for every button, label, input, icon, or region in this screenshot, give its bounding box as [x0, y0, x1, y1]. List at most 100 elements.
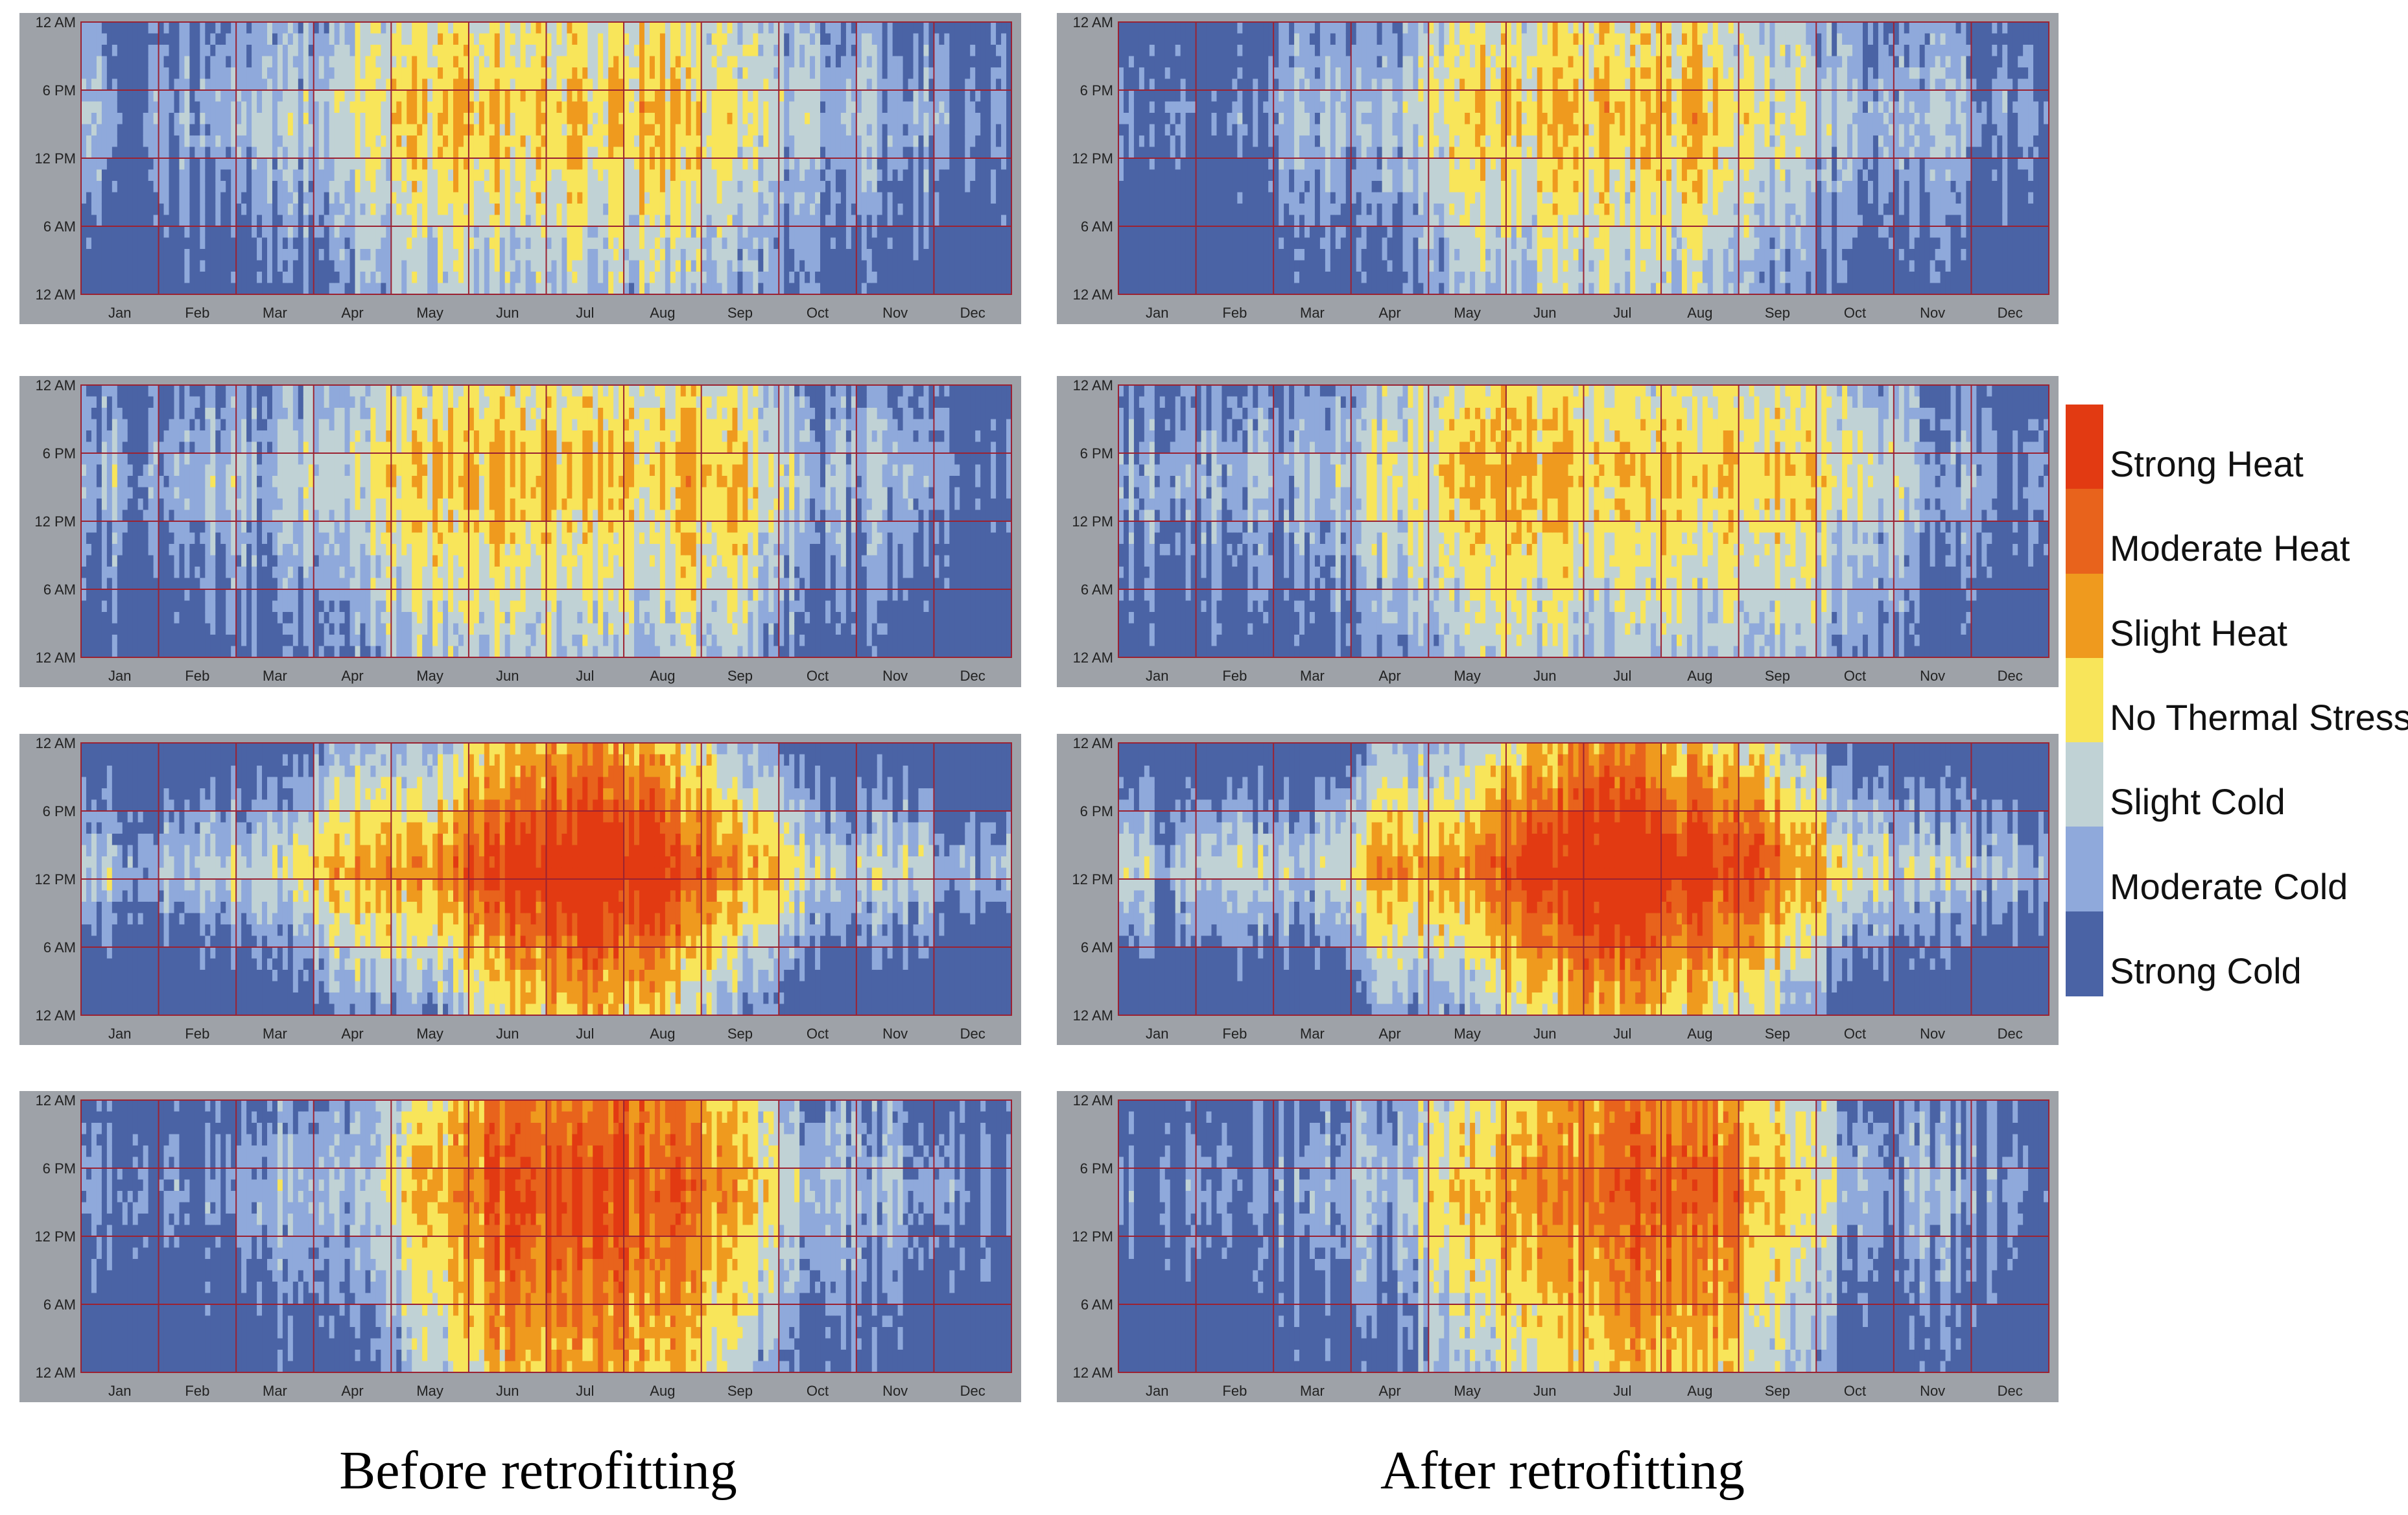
heatmap-cell — [484, 90, 490, 102]
heatmap-cell — [463, 272, 469, 284]
heatmap-cell — [582, 56, 588, 68]
heatmap-cell — [174, 408, 180, 420]
heatmap-cell — [106, 158, 113, 170]
heatmap-cell — [329, 181, 335, 193]
heatmap-cell — [525, 192, 532, 204]
heatmap-cell — [670, 135, 676, 148]
heatmap-cell — [970, 78, 976, 91]
heatmap-cell — [613, 181, 619, 193]
heatmap-cell — [810, 147, 816, 159]
heatmap-cell — [391, 158, 397, 170]
heatmap-cell — [349, 215, 356, 227]
heatmap-cell — [991, 124, 997, 136]
heatmap-cell — [799, 192, 805, 204]
heatmap-cell — [520, 204, 526, 216]
heatmap-cell — [153, 226, 159, 239]
heatmap-cell — [572, 56, 578, 68]
heatmap-cell — [691, 215, 697, 227]
heatmap-cell — [169, 192, 175, 204]
heatmap-cell — [825, 22, 831, 34]
heatmap-cell — [608, 260, 614, 272]
heatmap-cell — [887, 192, 893, 204]
heatmap-cell — [122, 169, 128, 182]
heatmap-cell — [117, 45, 123, 57]
heatmap-cell — [629, 45, 635, 57]
heatmap-cell — [112, 90, 118, 102]
heatmap-cell — [112, 101, 118, 113]
heatmap-cell — [877, 56, 883, 68]
heatmap-cell — [463, 181, 469, 193]
heatmap-cell — [856, 90, 862, 102]
heatmap-cell — [308, 169, 314, 182]
heatmap-cell — [443, 45, 449, 57]
heatmap-cell — [644, 204, 650, 216]
heatmap-cell — [262, 78, 268, 91]
heatmap-cell — [820, 169, 826, 182]
heatmap-cell — [122, 124, 128, 136]
heatmap-cell — [344, 90, 351, 102]
heatmap-cell — [525, 124, 532, 136]
heatmap-cell — [106, 544, 113, 556]
heatmap-cell — [727, 45, 733, 57]
heatmap-cell — [696, 78, 702, 91]
heatmap-cell — [132, 56, 139, 68]
heatmap-cell — [375, 226, 381, 239]
heatmap-cell — [1006, 204, 1012, 216]
heatmap-cell — [153, 578, 159, 590]
heatmap-cell — [272, 169, 278, 182]
heatmap-cell — [654, 226, 661, 239]
heatmap-cell — [871, 113, 878, 125]
heatmap-cell — [81, 385, 87, 397]
heatmap-cell — [174, 124, 180, 136]
heatmap-cell — [789, 147, 795, 159]
heatmap-cell — [344, 158, 351, 170]
heatmap-cell — [634, 45, 640, 57]
heatmap-cell — [153, 204, 159, 216]
heatmap-cell — [939, 272, 945, 284]
heatmap-cell — [923, 135, 930, 148]
heatmap-cell — [205, 385, 211, 397]
heatmap-cell — [794, 237, 800, 250]
heatmap-cell — [329, 101, 335, 113]
heatmap-cell — [577, 45, 583, 57]
heatmap-cell — [195, 385, 200, 397]
heatmap-cell — [598, 226, 604, 239]
heatmap-cell — [438, 67, 443, 80]
heatmap-cell — [603, 272, 609, 284]
heatmap-cell — [753, 90, 759, 102]
heatmap-cell — [556, 226, 563, 239]
heatmap-cell — [649, 181, 655, 193]
heatmap-cell — [448, 113, 454, 125]
heatmap-cell — [871, 78, 878, 91]
heatmap-cell — [179, 78, 185, 91]
heatmap-cell — [556, 78, 563, 91]
heatmap-cell — [282, 101, 289, 113]
heatmap-cell — [696, 135, 702, 148]
heatmap-cell — [246, 260, 252, 272]
heatmap-cell — [117, 158, 123, 170]
heatmap-cell — [381, 226, 386, 239]
heatmap-cell — [820, 113, 826, 125]
heatmap-cell — [112, 249, 118, 261]
heatmap-cell — [407, 67, 412, 80]
heatmap-cell — [375, 283, 381, 295]
heatmap-cell — [132, 237, 139, 250]
heatmap-cell — [112, 135, 118, 148]
heatmap-cell — [845, 67, 852, 80]
heatmap-cell — [355, 181, 361, 193]
heatmap-cell — [127, 544, 134, 556]
heatmap-cell — [489, 272, 495, 284]
heatmap-cell — [174, 67, 180, 80]
heatmap-cell — [691, 135, 697, 148]
heatmap-cell — [184, 646, 191, 658]
heatmap-cell — [530, 101, 537, 113]
heatmap-cell — [174, 90, 180, 102]
heatmap-cell — [241, 78, 247, 91]
heatmap-cell — [189, 45, 195, 57]
heatmap-cell — [613, 215, 619, 227]
heatmap-cell — [877, 192, 883, 204]
heatmap-cell — [753, 67, 759, 80]
heatmap-cell — [478, 283, 485, 295]
heatmap-cell — [277, 169, 283, 182]
heatmap-cell — [619, 181, 624, 193]
